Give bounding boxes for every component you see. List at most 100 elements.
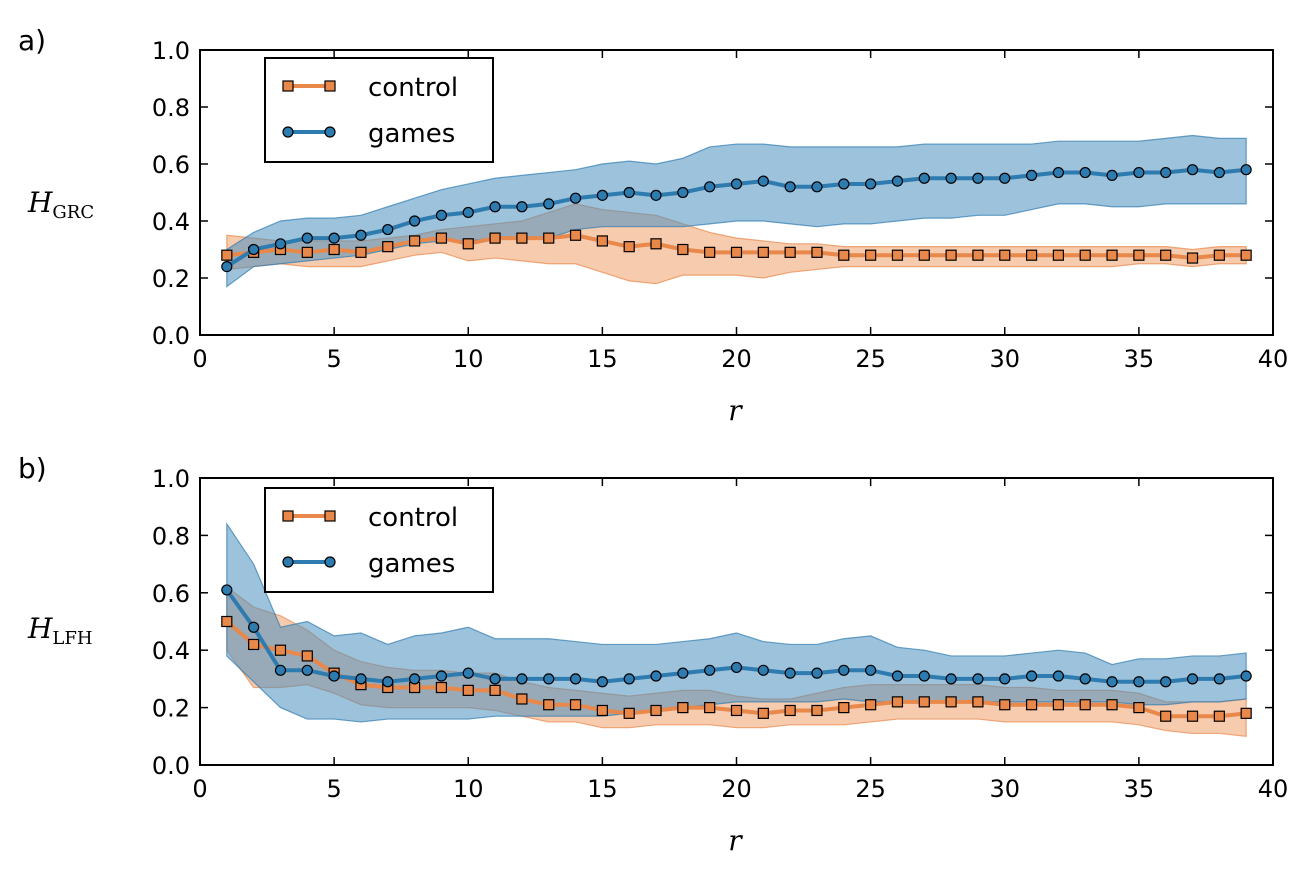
panel-a: a) HGRC r 0 5 10 15 20 25 30 35 40 0.0 0.2 0.4 0.6 0.… — [18, 24, 1288, 427]
data-point-control — [730, 704, 743, 717]
x-tick-label: 25 — [855, 345, 886, 373]
data-point-games — [569, 192, 582, 204]
data-point-games — [1213, 673, 1225, 685]
y-axis-label-main: H — [27, 612, 53, 645]
data-point-games — [489, 673, 501, 685]
data-point-control — [757, 246, 769, 258]
x-tick-label: 40 — [1258, 775, 1289, 803]
data-point-control — [704, 246, 716, 258]
data-point-control — [1186, 710, 1199, 722]
panel-label: b) — [18, 452, 47, 485]
data-point-control — [489, 232, 501, 244]
x-tick-label: 10 — [453, 775, 484, 803]
data-point-games — [811, 181, 823, 193]
data-point-control — [838, 701, 850, 714]
data-point-control — [972, 696, 984, 708]
y-tick-label: 0.0 — [152, 322, 190, 350]
legend-box — [264, 487, 494, 593]
data-point-games — [811, 667, 823, 679]
data-point-control — [730, 246, 743, 258]
data-point-games — [650, 670, 662, 682]
data-point-games — [382, 223, 394, 236]
data-point-games — [784, 181, 796, 193]
data-point-control — [516, 232, 528, 244]
data-point-games — [650, 189, 662, 201]
data-point-control — [811, 246, 823, 258]
legend-marker-control — [324, 510, 336, 522]
data-point-control — [1160, 249, 1172, 261]
x-tick-label: 5 — [326, 775, 341, 803]
data-point-games — [999, 673, 1011, 685]
data-point-control — [1106, 249, 1118, 261]
data-point-control — [623, 707, 635, 719]
y-tick-label: 0.6 — [152, 580, 190, 608]
x-tick-label: 0 — [192, 345, 207, 373]
data-point-games — [409, 215, 421, 227]
data-point-games — [355, 229, 367, 241]
data-point-games — [569, 673, 582, 685]
data-point-control — [1133, 701, 1145, 714]
data-point-control — [301, 650, 313, 662]
data-point-games — [972, 172, 984, 184]
y-axis-label: HLFH — [27, 612, 93, 649]
data-point-control — [918, 249, 930, 261]
data-point-games — [1079, 166, 1091, 179]
data-point-control — [435, 681, 448, 694]
data-point-control — [596, 235, 608, 247]
data-point-games — [248, 621, 260, 633]
data-point-games — [543, 198, 555, 210]
data-point-control — [543, 232, 555, 244]
data-point-control — [596, 704, 608, 717]
data-point-games — [1186, 164, 1199, 176]
data-point-control — [677, 701, 689, 714]
data-point-control — [462, 238, 474, 250]
data-point-games — [704, 664, 716, 676]
data-point-control — [489, 684, 501, 696]
data-point-games — [221, 584, 233, 596]
data-point-control — [1213, 249, 1225, 261]
data-point-games — [730, 661, 743, 674]
data-point-games — [1133, 676, 1145, 688]
data-point-games — [1052, 670, 1065, 682]
data-point-games — [918, 172, 930, 184]
x-tick-label: 0 — [192, 775, 207, 803]
y-tick-label: 0.6 — [152, 151, 190, 179]
data-point-games — [1240, 164, 1252, 176]
data-point-control — [1025, 249, 1038, 261]
x-axis-label: r — [728, 824, 743, 857]
data-point-games — [865, 178, 877, 190]
data-point-control — [623, 241, 635, 253]
legend-label-games: games — [368, 549, 455, 579]
x-tick-label: 30 — [989, 345, 1020, 373]
data-point-control — [677, 243, 689, 256]
data-point-control — [918, 696, 930, 708]
data-point-control — [945, 696, 957, 708]
data-point-control — [1079, 699, 1091, 711]
y-tick-label: 0.8 — [152, 522, 190, 550]
data-point-control — [409, 235, 421, 247]
data-point-games — [918, 670, 930, 682]
legend-label-control: control — [368, 503, 458, 533]
data-point-control — [865, 249, 877, 261]
x-tick-label: 20 — [721, 775, 752, 803]
data-point-control — [784, 704, 796, 717]
x-tick-label: 30 — [989, 775, 1020, 803]
data-point-control — [1213, 710, 1225, 722]
data-point-control — [757, 707, 769, 719]
data-point-games — [891, 175, 904, 187]
data-point-games — [623, 186, 635, 199]
data-point-games — [1106, 676, 1118, 688]
data-point-control — [1240, 249, 1252, 261]
legend-label-control: control — [368, 73, 458, 103]
data-point-games — [596, 189, 608, 201]
data-point-games — [838, 664, 850, 676]
legend-marker-games — [324, 126, 336, 138]
data-point-games — [355, 673, 367, 685]
x-tick-label: 40 — [1258, 345, 1289, 373]
data-point-games — [1213, 166, 1225, 179]
legend: control games — [264, 57, 494, 163]
data-point-control — [891, 696, 904, 708]
data-point-control — [301, 246, 313, 258]
panel-label: a) — [18, 24, 46, 57]
